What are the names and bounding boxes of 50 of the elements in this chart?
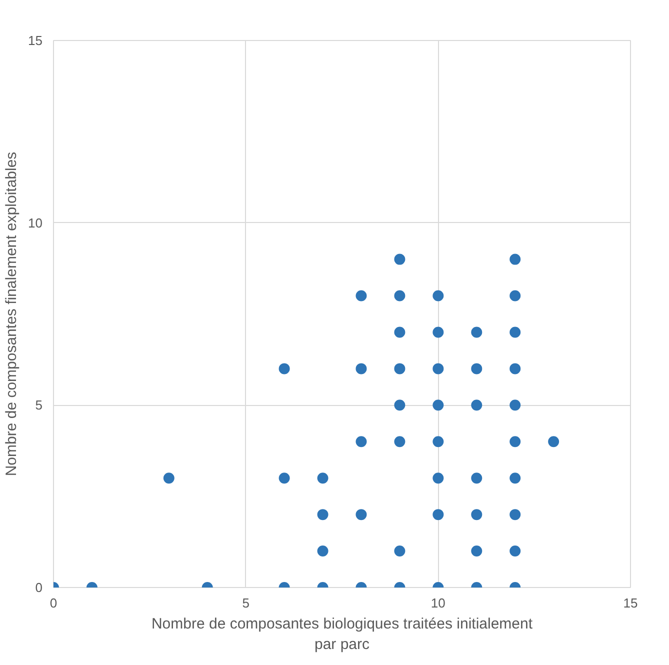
point — [394, 436, 406, 448]
x-tick-label: 10 — [430, 596, 446, 610]
point — [510, 546, 521, 557]
point — [510, 363, 521, 374]
point — [471, 363, 482, 374]
point — [471, 546, 482, 557]
point — [548, 436, 560, 448]
point — [317, 509, 328, 520]
point — [471, 326, 482, 338]
point — [432, 436, 444, 448]
x-axis-title: Nombre de composantes biologiques traitées initialement par parc — [151, 616, 534, 653]
point — [356, 509, 367, 520]
y-tick-label: 15 — [28, 33, 43, 48]
point — [471, 509, 482, 520]
point — [432, 290, 444, 302]
point — [163, 472, 174, 484]
y-axis-title: Nombre de composantes finalement exploitables — [3, 152, 20, 476]
y-tick-label: 10 — [28, 215, 43, 230]
point — [432, 326, 444, 338]
point — [510, 436, 521, 448]
point — [278, 472, 290, 484]
point — [510, 254, 521, 265]
point — [510, 472, 521, 484]
point — [278, 363, 290, 374]
point — [356, 290, 367, 302]
point — [356, 363, 367, 374]
x-tick-label: 0 — [50, 596, 58, 610]
y-tick-label: 0 — [35, 580, 43, 595]
point — [317, 472, 328, 484]
point — [471, 472, 482, 484]
point — [356, 436, 367, 448]
point — [394, 290, 406, 302]
x-tick-label: 15 — [623, 596, 638, 610]
point — [510, 290, 521, 302]
point — [394, 254, 406, 265]
point — [432, 363, 444, 374]
point — [432, 472, 444, 484]
y-tick-label: 5 — [35, 398, 43, 413]
point — [510, 400, 521, 411]
point — [394, 546, 406, 557]
x-tick-label: 5 — [242, 596, 250, 610]
point — [394, 363, 406, 374]
point — [317, 546, 328, 557]
point — [432, 400, 444, 411]
point — [394, 326, 406, 338]
point — [510, 326, 521, 338]
point — [471, 400, 482, 411]
point — [394, 400, 406, 411]
point — [510, 509, 521, 520]
point — [432, 509, 444, 520]
